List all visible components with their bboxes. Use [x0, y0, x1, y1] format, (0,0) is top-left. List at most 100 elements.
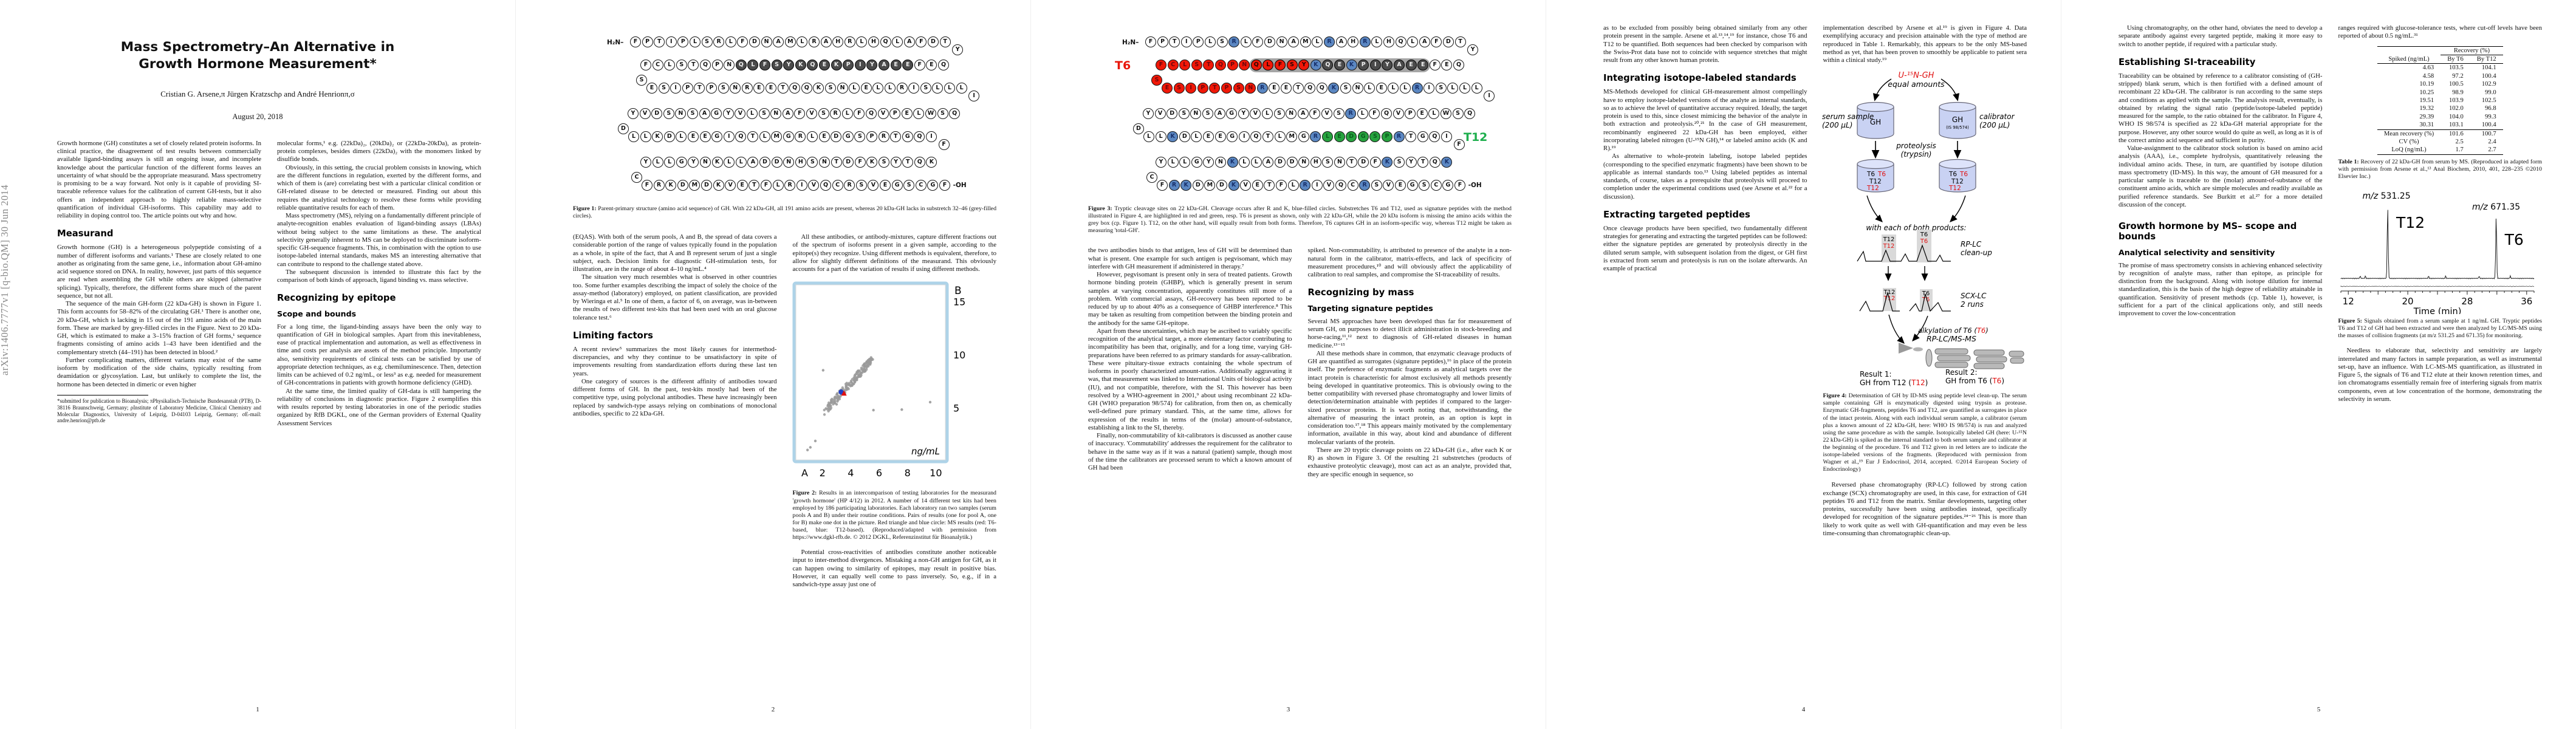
- amino-acid-circle: S: [1419, 180, 1430, 191]
- amino-acid-circle: E: [819, 60, 830, 70]
- amino-acid-circle: N: [675, 108, 687, 119]
- paragraph: Value-assignment to the calibrator stock…: [2119, 145, 2323, 208]
- amino-acid-circle: G: [842, 131, 854, 142]
- amino-acid-circle: N: [1334, 157, 1345, 168]
- amino-acid-circle: L: [1364, 83, 1375, 94]
- amino-acid-circle: R: [844, 36, 855, 47]
- amino-acid-circle: V: [1323, 180, 1335, 191]
- amino-acid-circle: I: [670, 83, 682, 94]
- figure-4-workflow-diagram: U-¹⁵N-GH equal amounts GH GH (IS 98/574)…: [1822, 71, 2024, 386]
- amino-acid-circle: Y: [1467, 44, 1479, 55]
- table-summary-row: Mean recovery (%) 101.6 100.7: [2377, 129, 2503, 138]
- amino-acid-circle: A: [1394, 60, 1405, 70]
- amino-acid-circle: Q: [700, 60, 711, 70]
- amino-acid-circle: F: [1369, 157, 1381, 168]
- amino-acid-circle: H: [1348, 36, 1359, 47]
- figure-3-caption: Figure 3: Tryptic cleavage sites on 22 k…: [1088, 205, 1512, 234]
- amino-acid-circle: I: [1484, 91, 1495, 101]
- amino-acid-circle: P: [677, 36, 689, 47]
- amino-acid-circle: F: [1431, 36, 1442, 47]
- amino-acid-circle: S: [1394, 157, 1405, 168]
- amino-acid-circle: F: [630, 36, 641, 47]
- section-integrating-isotope-labeled-standards: Integrating isotope-labeled standards: [1603, 73, 1797, 84]
- subsection-scope-and-bounds: Scope and bounds: [277, 309, 357, 319]
- paragraph: as to be excluded from possibly being ob…: [1603, 24, 1807, 64]
- page-number: 5: [2317, 706, 2321, 713]
- amino-acid-circle: E: [766, 83, 776, 94]
- amino-acid-circle: A: [782, 108, 793, 119]
- amino-acid-circle: E: [1252, 180, 1263, 191]
- amino-acid-circle: C: [1347, 180, 1358, 191]
- table-col-recovery: Recovery (%): [2441, 46, 2503, 55]
- amino-acid-circle: Q: [1395, 36, 1406, 47]
- amino-acid-circle: A: [1262, 157, 1274, 168]
- amino-acid-circle: D: [1133, 123, 1144, 134]
- amino-acid-circle: S: [1333, 108, 1345, 119]
- amino-acid-circle: S: [1286, 60, 1298, 70]
- amino-acid-circle: F: [640, 60, 651, 70]
- amino-acid-circle: T: [1405, 131, 1417, 142]
- digest-cylinder: [1938, 164, 1976, 193]
- table-row: 19.32 102.0 96.8: [2419, 105, 2496, 112]
- amino-acid-circle: L: [676, 131, 687, 142]
- amino-acid-circle: K: [1346, 60, 1357, 70]
- paragraph: At the same time, the limited quality of…: [277, 387, 481, 427]
- amino-acid-circle: K: [795, 60, 806, 70]
- calibrator-label: calibrator: [1979, 112, 2015, 121]
- table-col-spiked: Spiked (ng/mL): [2388, 55, 2430, 63]
- serum-volume-label: (200 µL): [1822, 121, 1852, 129]
- amino-acid-circle: Y: [628, 108, 639, 119]
- paragraph: All these antibodies, or antibody-mixtur…: [792, 233, 997, 273]
- subsection-analytical-selectivity-and-sensitivity: Analytical selectivity and sensitivity: [2119, 248, 2275, 258]
- paragraph: The sequence of the main GH-form (22 kDa…: [57, 300, 261, 356]
- alkylation-label: alkylation of T6 (T6): [1918, 326, 1989, 335]
- amino-acid-circle: A: [1419, 36, 1430, 47]
- amino-acid-circle: S: [1371, 180, 1382, 191]
- amino-acid-circle: Q: [820, 180, 831, 191]
- amino-acid-circle: A: [747, 157, 759, 168]
- p5-col2: ranges required with glucose-tolerance t…: [2338, 24, 2543, 403]
- amino-acid-circle: E: [1162, 83, 1173, 94]
- amino-acid-circle: S: [758, 108, 770, 119]
- amino-acid-circle: T: [694, 83, 705, 94]
- amino-acid-circle: E: [688, 131, 699, 142]
- section-establishing-si-traceability: Establishing SI-traceability: [2119, 56, 2256, 67]
- svg-text:6: 6: [875, 467, 882, 479]
- amino-acid-circle: T: [902, 157, 914, 168]
- amino-acid-circle: Q: [938, 60, 949, 70]
- amino-acid-circle: L: [1167, 157, 1179, 168]
- amino-acid-circle: Q: [914, 157, 925, 168]
- amino-acid-circle: P: [642, 36, 653, 47]
- paragraph: Obviously, in this setting, the crucial …: [277, 163, 481, 211]
- amino-acid-circle: E: [1334, 60, 1345, 70]
- amino-acid-circle: V: [1240, 180, 1252, 191]
- result-2-value: GH from T6 (T6): [1945, 377, 2004, 385]
- amino-acid-circle: E: [1441, 60, 1453, 70]
- amino-acid-circle: R: [1411, 83, 1423, 94]
- table-col-t6: By T6: [2447, 55, 2464, 63]
- section-extracting-targeted-peptides: Extracting targeted peptides: [1603, 209, 1750, 220]
- amino-acid-circle: G: [1357, 131, 1369, 142]
- amino-acid-circle: M: [1286, 131, 1298, 142]
- two-runs-label: 2 runs: [1961, 300, 1984, 309]
- p1-col1: Growth hormone (GH) constitutes a set of…: [57, 140, 261, 428]
- amino-acid-circle: L: [1143, 131, 1154, 142]
- svg-text:m/z 671.35: m/z 671.35: [2472, 202, 2520, 212]
- amino-acid-circle: F: [1275, 60, 1286, 70]
- amino-acid-circle: R: [1228, 36, 1240, 47]
- amino-acid-circle: M: [1204, 180, 1216, 191]
- amino-acid-circle: S: [825, 83, 836, 94]
- paragraph: implementation described by Arsene et al…: [1823, 24, 2027, 64]
- amino-acid-circle: Q: [735, 131, 747, 142]
- amino-acid-circle: V: [1392, 108, 1404, 119]
- amino-acid-circle: A: [1335, 36, 1347, 47]
- amino-acid-circle: L: [1371, 36, 1383, 47]
- amino-acid-circle: T: [1346, 157, 1357, 168]
- amino-acid-circle: P: [711, 60, 723, 70]
- amino-acid-circle: L: [885, 83, 896, 94]
- amino-acid-circle: E: [736, 180, 748, 191]
- amino-acid-circle: L: [892, 36, 903, 47]
- title-line-1: Mass Spectrometry–An Alternative in: [120, 39, 395, 55]
